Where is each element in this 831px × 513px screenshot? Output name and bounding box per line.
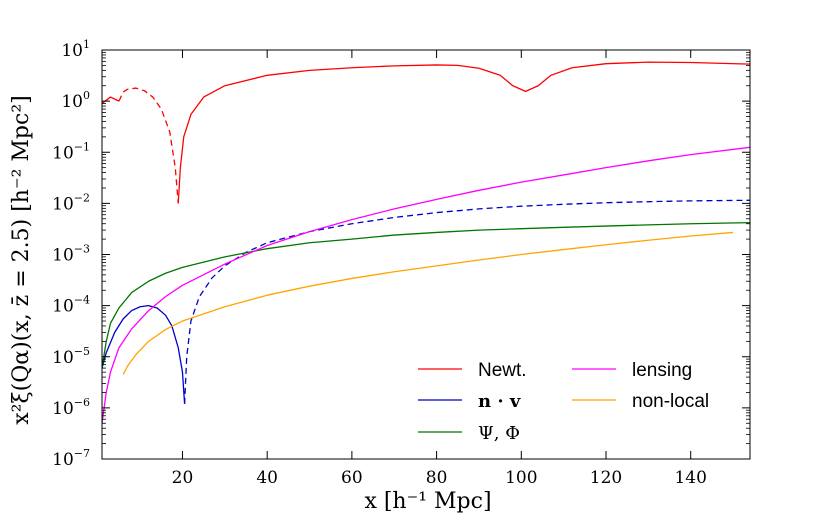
tick-labels: 20 40 60 80 100 120 140 101 100 10−1 10−2 10−3 10−4 1…: [52, 38, 707, 488]
series-line-non-local-0: [122, 231, 734, 375]
legend-label-2: Ψ, Φ: [478, 423, 520, 444]
series-line-newt--1: [118, 87, 179, 204]
x-tick-label-20: 20: [172, 468, 194, 488]
y-tick-label--6: 10−6: [52, 396, 90, 419]
y-axis-label: x²ξ(Qα)(x, z̄ = 2.5) [h⁻² Mpc²]: [9, 95, 34, 424]
y-tick-label--5: 10−5: [52, 345, 90, 368]
x-tick-label-60: 60: [341, 468, 363, 488]
series-line-newt--2: [177, 61, 750, 204]
x-tick-label-40: 40: [256, 468, 278, 488]
ticks: [102, 49, 750, 460]
series-line-n-v-0: [102, 304, 186, 404]
y-tick-label--7: 10−7: [52, 447, 90, 470]
legend-label-4: non-local: [632, 391, 709, 412]
y-tick-label--1: 10−1: [52, 140, 90, 163]
legend-label-3: lensing: [632, 360, 692, 381]
y-tick-label-1: 101: [61, 38, 90, 61]
x-axis-label: x [h⁻¹ Mpc]: [364, 489, 491, 513]
legend-label-1: n · v: [478, 391, 521, 412]
series-line-n-v-1: [183, 199, 750, 404]
legend-label-0: Newt.: [478, 360, 527, 381]
series-line---0: [102, 221, 750, 369]
y-tick-label--3: 10−3: [52, 243, 90, 266]
x-tick-label-140: 140: [674, 468, 706, 488]
x-tick-label-100: 100: [505, 468, 537, 488]
series-line-newt--0: [102, 96, 120, 104]
y-tick-label--4: 10−4: [52, 294, 90, 317]
x-tick-label-80: 80: [426, 468, 448, 488]
y-tick-label--2: 10−2: [52, 191, 90, 214]
series-line-lensing-0: [102, 146, 750, 424]
y-tick-label-0: 100: [61, 89, 90, 112]
legend: Newt. n · v Ψ, Φ lensing non-local: [418, 360, 709, 444]
x-tick-label-120: 120: [590, 468, 622, 488]
plot-lines: [102, 61, 750, 424]
